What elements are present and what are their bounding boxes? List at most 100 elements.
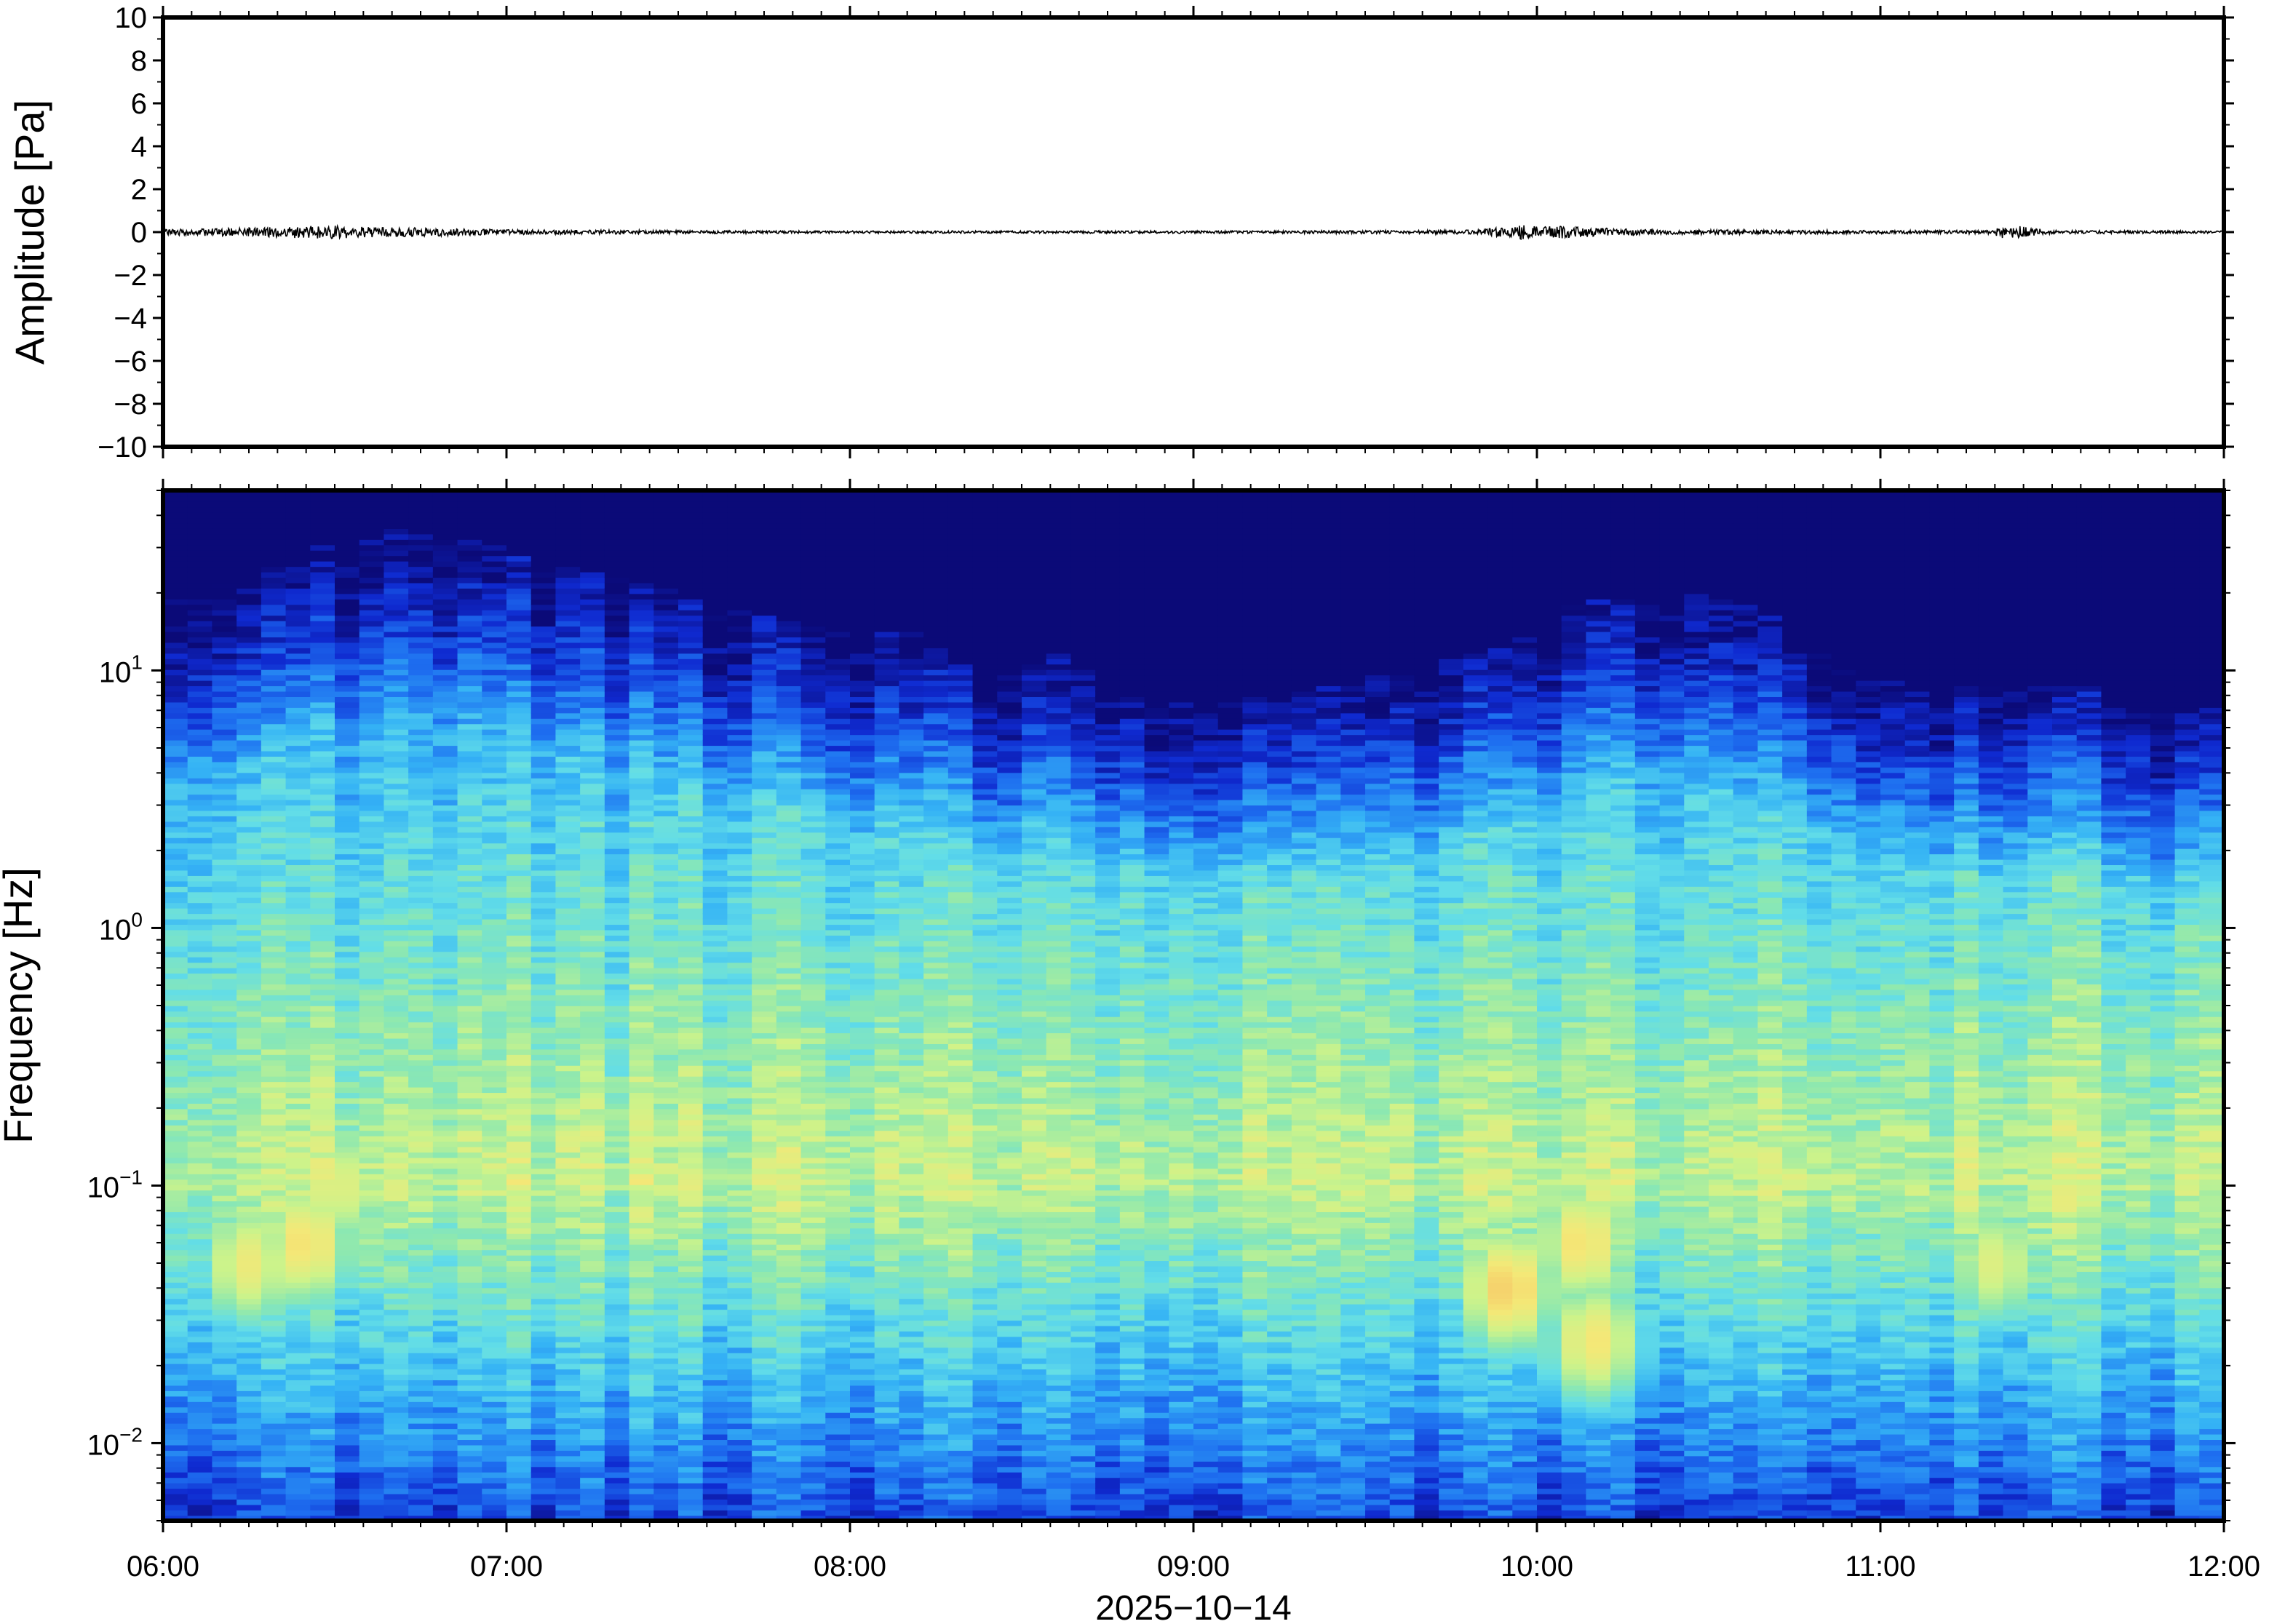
spectrogram-cell [555, 821, 581, 827]
spectrogram-cell [653, 620, 679, 627]
spectrogram-cell [187, 984, 213, 990]
spectrogram-cell [310, 1038, 335, 1044]
spectrogram-cell [432, 1190, 458, 1196]
spectrogram-cell [237, 869, 262, 876]
spectrogram-cell [580, 1363, 605, 1370]
spectrogram-cell [187, 788, 213, 795]
spectrogram-cell [457, 805, 483, 811]
spectrogram-cell [187, 1135, 213, 1142]
spectrogram-cell [678, 821, 704, 827]
spectrogram-cell [310, 1450, 335, 1457]
spectrogram-cell [457, 566, 483, 573]
spectrogram-cell [702, 522, 728, 529]
spectrogram-cell [261, 1222, 287, 1229]
spectrogram-cell [237, 1119, 262, 1126]
spectrogram-cell [482, 761, 507, 768]
spectrogram-cell [580, 1504, 605, 1510]
spectrogram-cell [237, 506, 262, 513]
spectrogram-cell [457, 794, 483, 800]
spectrogram-cell [531, 907, 557, 915]
spectrogram-cell [359, 1412, 385, 1419]
spectrogram-cell [163, 1271, 188, 1278]
spectrogram-cell [384, 1163, 409, 1169]
spectrogram-cell [432, 1097, 458, 1104]
spectrogram-cell [482, 1282, 507, 1289]
spectrogram-cell [702, 1141, 728, 1147]
spectrogram-cell [359, 588, 385, 594]
spectrogram-cell [432, 1206, 458, 1212]
spectrogram-cell [335, 626, 360, 632]
spectrogram-cell [261, 571, 287, 578]
spectrogram-cell [408, 1374, 434, 1381]
spectrogram-cell [604, 1227, 630, 1234]
spectrogram-cell [702, 1260, 728, 1267]
spectrogram-cell [653, 674, 679, 681]
spectrogram-cell [212, 593, 237, 600]
spectrogram-cell [310, 712, 335, 719]
spectrogram-cell [359, 696, 385, 703]
spectrogram-cell [359, 1048, 385, 1055]
spectrogram-cell [335, 772, 360, 779]
spectrogram-cell [555, 1168, 581, 1174]
spectrogram-cell [457, 1168, 483, 1174]
spectrogram-cell [310, 1190, 335, 1196]
spectrogram-cell [285, 1265, 311, 1272]
spectrogram-cell [432, 1282, 458, 1289]
spectrogram-cell [531, 533, 557, 540]
spectrogram-cell [653, 1006, 679, 1012]
spectrogram-cell [432, 533, 458, 540]
spectrogram-cell [187, 593, 213, 600]
spectrogram-cell [678, 864, 704, 871]
spectrogram-cell [384, 1401, 409, 1408]
spectrogram-cell [285, 1006, 311, 1012]
spectrogram-cell [727, 956, 752, 963]
spectrogram-cell [752, 588, 777, 594]
spectrogram-cell [261, 539, 287, 546]
spectrogram-cell [384, 1260, 409, 1267]
spectrogram-cell [384, 832, 409, 838]
spectrogram-cell [310, 1320, 335, 1326]
spectrogram-cell [580, 924, 605, 931]
spectrogram-cell [212, 1054, 237, 1061]
spectrogram-cell [580, 1152, 605, 1158]
spectrogram-cell [457, 712, 483, 719]
spectrogram-cell [629, 512, 655, 519]
spectrogram-cell [408, 1141, 434, 1147]
spectrogram-cell [752, 1493, 777, 1500]
spectrogram-cell [384, 1243, 409, 1251]
spectrogram-cell [457, 701, 483, 708]
spectrogram-cell [580, 1222, 605, 1229]
spectrogram-cell [531, 1466, 557, 1473]
spectrogram-cell [580, 566, 605, 573]
spectrogram-cell [237, 734, 262, 741]
spectrogram-cell [335, 593, 360, 600]
spectrogram-cell [506, 1450, 532, 1457]
spectrogram-cell [384, 1380, 409, 1386]
spectrogram-cell [629, 1168, 655, 1174]
spectrogram-cell [604, 859, 630, 866]
spectrogram-cell [359, 1352, 385, 1359]
spectrogram-cell [702, 837, 728, 844]
spectrogram-cell [384, 1515, 409, 1521]
spectrogram-cell [384, 506, 409, 513]
spectrogram-cell [261, 685, 287, 692]
spectrogram-cell [629, 1298, 655, 1305]
spectrogram-cell [653, 788, 679, 795]
spectrogram-cell [752, 827, 777, 833]
spectrogram-cell [678, 1461, 704, 1468]
spectrogram-cell [359, 1336, 385, 1342]
spectrogram-cell [580, 1477, 605, 1484]
spectrogram-cell [457, 967, 483, 974]
spectrogram-cell [752, 495, 777, 502]
spectrogram-cell [310, 588, 335, 594]
spectrogram-cell [335, 658, 360, 665]
spectrogram-cell [482, 984, 507, 990]
spectrogram-cell [285, 1227, 311, 1234]
spectrogram-cell [408, 1152, 434, 1158]
spectrogram-cell [506, 1179, 532, 1185]
spectrogram-cell [285, 1157, 311, 1163]
spectrogram-cell [163, 1124, 188, 1131]
spectrogram-cell [261, 1265, 287, 1272]
spectrogram-cell [237, 1342, 262, 1348]
spectrogram-cell [604, 1243, 630, 1251]
